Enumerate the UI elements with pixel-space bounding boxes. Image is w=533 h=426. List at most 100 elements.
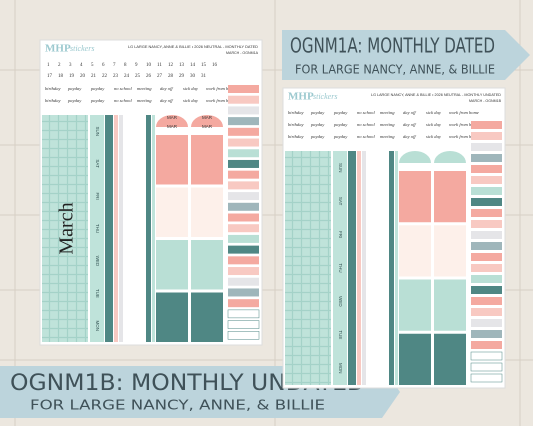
small-sticker [228, 213, 259, 222]
event-label: birthday [45, 86, 62, 91]
sticker-box [399, 225, 431, 277]
sheet-code: MARCH - OGNM1B [469, 99, 502, 103]
date-number: 1 [47, 63, 50, 68]
date-number: 15 [201, 63, 207, 68]
weekday-label: TUE [95, 289, 100, 298]
event-label: payday [67, 98, 82, 103]
small-sticker [471, 132, 502, 140]
half-circle [434, 151, 466, 163]
event-label: sick day [183, 86, 199, 91]
date-number: 5 [91, 63, 94, 68]
half-circle [399, 151, 431, 163]
date-number: 29 [179, 74, 185, 79]
small-sticker [228, 138, 259, 147]
event-label: no school [114, 98, 132, 103]
small-sticker [228, 127, 259, 136]
small-sticker [471, 198, 502, 206]
sticker-box [399, 279, 431, 331]
event-label: sick day [426, 110, 442, 115]
event-label: work from home [206, 86, 236, 91]
weekday-label: WED [95, 256, 100, 267]
event-label: payday [90, 86, 105, 91]
event-label: no school [357, 122, 375, 127]
small-sticker [228, 202, 259, 211]
date-number: 26 [146, 74, 152, 79]
month-tab: MAR [167, 115, 178, 120]
small-sticker [228, 149, 259, 158]
teal-strip [348, 151, 356, 385]
sticker-box [156, 240, 188, 290]
sticker-box [191, 240, 223, 290]
sticker-box [399, 333, 431, 385]
sticker-box [156, 135, 188, 185]
date-number: 14 [190, 63, 196, 68]
event-label: payday [310, 122, 325, 127]
small-sticker [471, 330, 502, 338]
small-sticker [227, 320, 260, 329]
small-sticker [228, 277, 259, 286]
banner-subtitle: FOR LARGE NANCY, ANNE, & BILLIE [30, 399, 325, 414]
half-circle [191, 115, 223, 127]
teal-strip [105, 115, 113, 342]
small-sticker [228, 95, 259, 104]
weekday-label: SAT [338, 197, 343, 206]
date-number: 16 [212, 63, 218, 68]
date-number: 10 [146, 63, 152, 68]
date-number: 24 [124, 74, 130, 79]
small-sticker [228, 299, 259, 308]
date-number: 27 [157, 74, 163, 79]
sticker-box [434, 171, 466, 223]
small-sticker [471, 253, 502, 261]
small-sticker [471, 242, 502, 250]
weekday-label: FRI [95, 192, 100, 199]
sticker-box [191, 292, 223, 342]
teal-strip [146, 115, 151, 342]
small-sticker [471, 121, 502, 129]
event-label: meeting [137, 98, 152, 103]
logo: MHP [288, 91, 314, 103]
event-label: sick day [426, 134, 442, 139]
event-label: no school [357, 134, 375, 139]
small-sticker [228, 170, 259, 179]
month-tab: MAR [202, 124, 213, 129]
small-sticker [471, 176, 502, 184]
small-sticker [471, 264, 502, 272]
event-label: birthday [45, 98, 62, 103]
small-sticker [228, 85, 259, 93]
event-label: birthday [288, 134, 305, 139]
sticker-box [156, 187, 188, 237]
day-strip [90, 115, 104, 342]
weekday-label: THU [338, 263, 343, 272]
sticker-box [156, 292, 188, 342]
small-sticker [228, 181, 259, 190]
event-label: meeting [380, 122, 395, 127]
date-number: 17 [47, 74, 53, 79]
event-label: sick day [426, 122, 442, 127]
small-sticker [471, 209, 502, 217]
event-label: day off [403, 134, 416, 139]
date-number: 20 [80, 74, 86, 79]
logo-sub: stickers [313, 92, 337, 101]
small-sticker [471, 308, 502, 316]
mint-strip [152, 115, 155, 342]
date-number: 13 [179, 63, 185, 68]
plaid-panel [285, 151, 331, 385]
event-label: payday [310, 134, 325, 139]
teal-strip [389, 151, 394, 385]
month-label: March [56, 202, 78, 254]
sticker-box [434, 225, 466, 277]
date-number: 18 [58, 74, 64, 79]
logo: MHP [45, 43, 71, 55]
date-number: 3 [69, 63, 72, 68]
small-sticker [228, 192, 259, 201]
plaid-panel [42, 115, 88, 342]
small-sticker [470, 351, 503, 361]
small-sticker [228, 234, 259, 243]
sticker-box [434, 333, 466, 385]
half-circle [156, 115, 188, 127]
date-number: 9 [135, 63, 138, 68]
date-number: 23 [113, 74, 119, 79]
date-number: 2 [58, 63, 61, 68]
small-sticker [471, 143, 502, 151]
